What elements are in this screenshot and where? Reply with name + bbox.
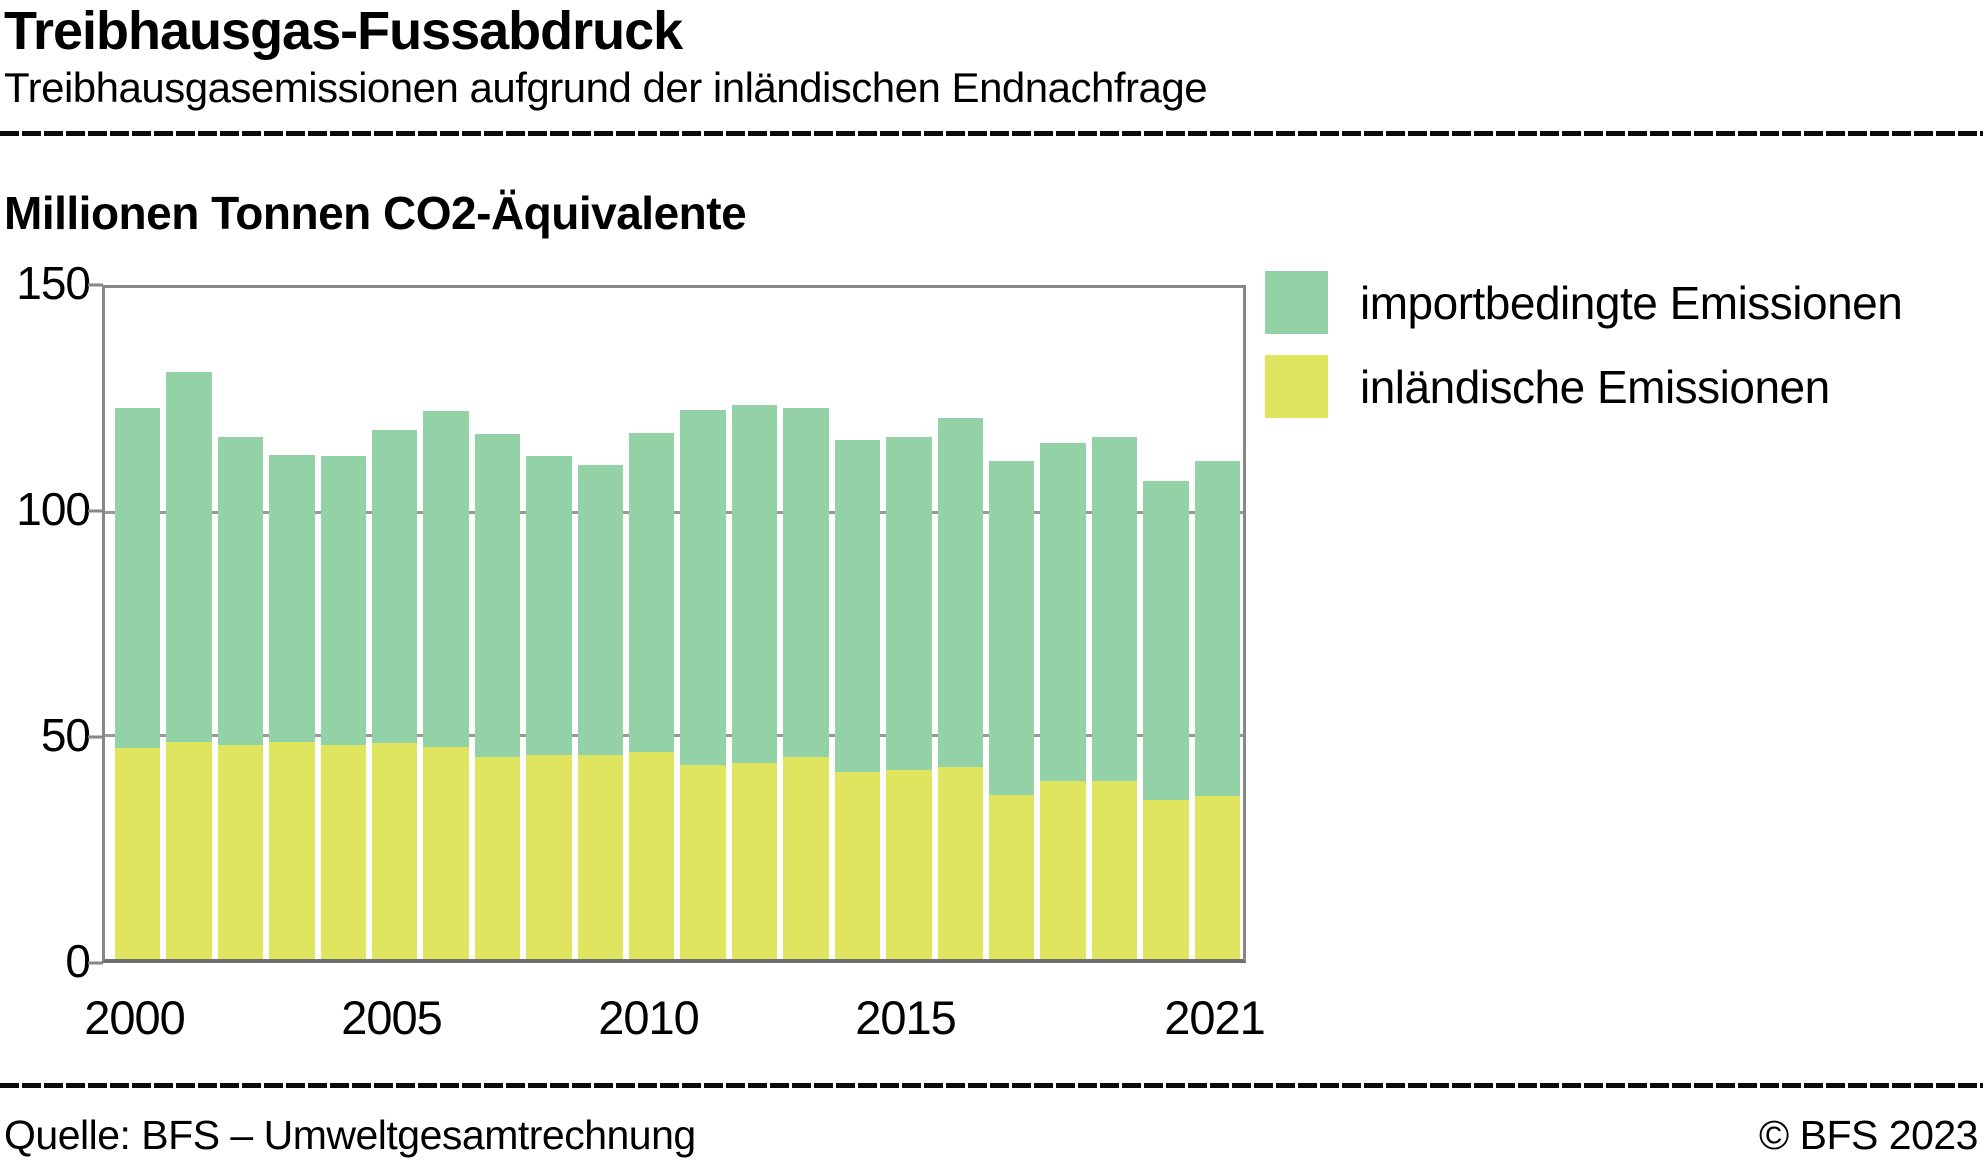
bar-2002-segment-domestic <box>217 745 264 959</box>
y-tick-mark-50 <box>88 735 103 739</box>
bar-2010-segment-import <box>629 433 675 753</box>
bar-2021-segment-domestic <box>1194 796 1240 959</box>
bar-2014-segment-import <box>834 439 881 773</box>
bar-2009-segment-import <box>577 465 624 756</box>
bar-2001 <box>166 288 212 959</box>
y-tick-label-0: 0 <box>65 934 91 987</box>
y-tick-label-150: 150 <box>16 256 91 309</box>
bar-2007 <box>474 288 521 959</box>
legend-label: importbedingte Emissionen <box>1360 276 1903 329</box>
bar-2019-segment-import <box>1091 436 1138 781</box>
bar-2017-segment-import <box>988 460 1035 795</box>
bar-2020 <box>1143 288 1189 959</box>
bar-2000-segment-domestic <box>115 747 161 959</box>
bar-2009-segment-domestic <box>577 755 624 959</box>
copyright-text: © BFS 2023 <box>1759 1112 1978 1158</box>
legend-label: inländische Emissionen <box>1360 360 1830 413</box>
bar-2001-segment-domestic <box>166 741 212 959</box>
bar-2010-segment-domestic <box>629 752 675 959</box>
x-tick-label-2005: 2005 <box>341 991 443 1044</box>
bar-2021-segment-import <box>1194 460 1240 797</box>
bar-2004-segment-domestic <box>320 744 367 959</box>
bar-2011 <box>680 288 726 959</box>
bar-2021 <box>1194 288 1240 959</box>
bar-2012-segment-import <box>731 404 778 763</box>
bar-2009 <box>577 288 624 959</box>
bar-2017 <box>988 288 1035 959</box>
bar-2005 <box>372 288 418 959</box>
bar-2003 <box>269 288 315 959</box>
bar-2019 <box>1091 288 1138 959</box>
bar-2016-segment-domestic <box>937 766 983 959</box>
bottom-divider-rule <box>0 1083 1983 1088</box>
legend-item: importbedingte Emissionen <box>1265 271 1903 334</box>
legend-swatch <box>1265 271 1328 334</box>
bar-2013-segment-domestic <box>783 756 829 959</box>
bar-2008-segment-import <box>526 456 572 755</box>
bar-2019-segment-domestic <box>1091 780 1138 959</box>
bar-2013-segment-import <box>783 407 829 757</box>
y-tick-mark-0 <box>88 961 103 965</box>
x-tick-label-2021: 2021 <box>1164 991 1266 1044</box>
bar-2002-segment-import <box>217 436 264 746</box>
bar-2001-segment-import <box>166 372 212 742</box>
x-tick-label-2015: 2015 <box>855 991 957 1044</box>
bars-container <box>105 288 1243 959</box>
y-tick-mark-150 <box>88 283 103 287</box>
bar-2006-segment-domestic <box>423 746 469 959</box>
bar-2014 <box>834 288 881 959</box>
chart-unit-label: Millionen Tonnen CO2-Äquivalente <box>4 187 747 239</box>
bar-2015-segment-domestic <box>886 769 932 959</box>
bar-2005-segment-import <box>372 430 418 743</box>
bar-2005-segment-domestic <box>372 742 418 959</box>
bar-2018-segment-domestic <box>1040 780 1086 959</box>
y-tick-label-50: 50 <box>40 708 91 761</box>
bar-2014-segment-domestic <box>834 772 881 959</box>
bar-2000-segment-import <box>115 408 161 748</box>
chart-legend: importbedingte Emissionen inländische Emi… <box>1265 271 1903 418</box>
bar-2018-segment-import <box>1040 442 1086 781</box>
y-tick-label-100: 100 <box>16 482 91 535</box>
bar-2007-segment-domestic <box>474 756 521 959</box>
bar-2017-segment-domestic <box>988 794 1035 959</box>
bar-2006 <box>423 288 469 959</box>
bar-2011-segment-import <box>680 409 726 766</box>
bar-2020-segment-import <box>1143 481 1189 801</box>
source-text: Quelle: BFS – Umweltgesamtrechnung <box>4 1112 696 1158</box>
bar-2002 <box>217 288 264 959</box>
bar-2003-segment-domestic <box>269 742 315 959</box>
y-tick-mark-100 <box>88 509 103 513</box>
bar-2012-segment-domestic <box>731 762 778 959</box>
bar-2013 <box>783 288 829 959</box>
bar-2016 <box>937 288 983 959</box>
bar-2004-segment-import <box>320 455 367 745</box>
bar-2000 <box>115 288 161 959</box>
x-tick-label-2000: 2000 <box>84 991 186 1044</box>
x-tick-label-2010: 2010 <box>598 991 700 1044</box>
top-divider-rule <box>0 131 1983 136</box>
bar-2016-segment-import <box>937 418 983 767</box>
bar-2015-segment-import <box>886 437 932 770</box>
bar-2006-segment-import <box>423 410 469 747</box>
bar-2007-segment-import <box>474 433 521 757</box>
bar-2003-segment-import <box>269 454 315 743</box>
bar-2012 <box>731 288 778 959</box>
bar-2010 <box>629 288 675 959</box>
chart-plot-area <box>102 285 1246 963</box>
page-subtitle: Treibhausgasemissionen aufgrund der inlä… <box>4 64 1208 111</box>
bar-2008 <box>526 288 572 959</box>
bar-2011-segment-domestic <box>680 765 726 959</box>
bar-2015 <box>886 288 932 959</box>
legend-swatch <box>1265 355 1328 418</box>
legend-item: inländische Emissionen <box>1265 355 1902 418</box>
page-title: Treibhausgas-Fussabdruck <box>4 1 683 61</box>
bar-2008-segment-domestic <box>526 754 572 959</box>
bar-2018 <box>1040 288 1086 959</box>
bar-2020-segment-domestic <box>1143 800 1189 959</box>
bar-2004 <box>320 288 367 959</box>
